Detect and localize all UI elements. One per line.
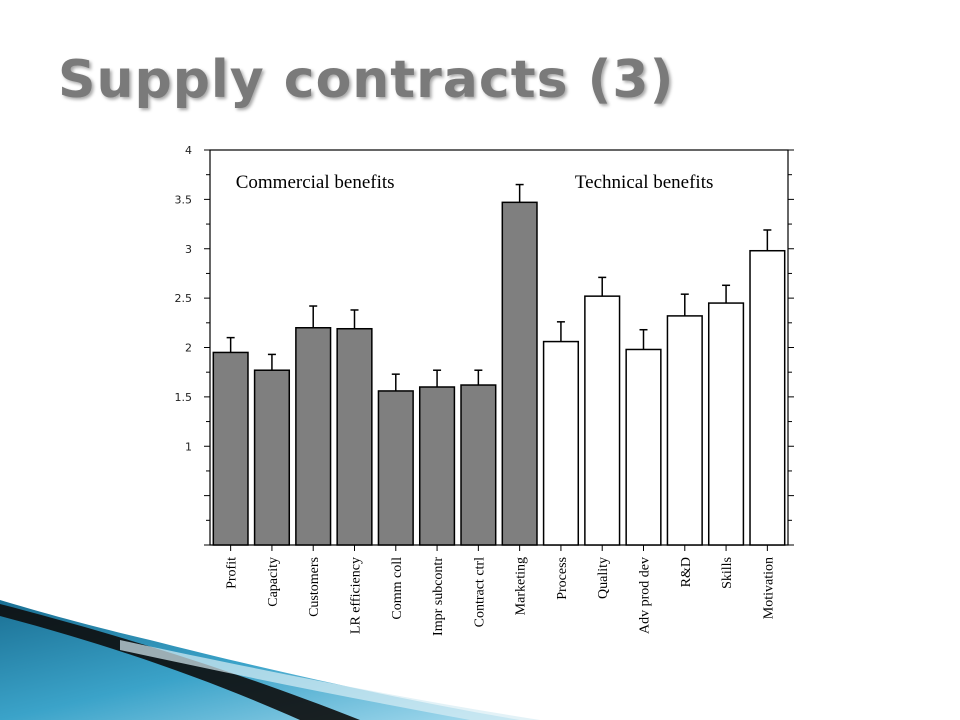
category-label: LR efficiency bbox=[349, 557, 364, 634]
bar-motivation bbox=[749, 249, 786, 546]
category-label: Contract ctrl bbox=[472, 557, 487, 627]
y-tick-label: 1.5 bbox=[175, 391, 193, 404]
bar-contract-ctrl bbox=[460, 384, 497, 546]
bar-r-d bbox=[666, 315, 703, 546]
bar-lr-efficiency bbox=[336, 327, 373, 546]
group-label: Commercial benefits bbox=[236, 172, 395, 193]
y-tick-label: 2.5 bbox=[175, 292, 193, 305]
category-label: Customers bbox=[307, 557, 322, 617]
category-label: R&D bbox=[679, 557, 694, 587]
y-tick-label: 4 bbox=[185, 144, 192, 157]
category-label: Impr subcontr bbox=[431, 557, 446, 636]
bar-adv-prod-dev bbox=[625, 348, 662, 546]
category-label: Motivation bbox=[761, 557, 776, 619]
bar-marketing bbox=[501, 201, 538, 546]
bar-skills bbox=[707, 302, 745, 546]
y-tick-label: 3.5 bbox=[175, 193, 193, 206]
category-label: Adv prod dev bbox=[638, 557, 653, 634]
category-label: Quality bbox=[596, 557, 611, 599]
bar-process bbox=[542, 340, 580, 546]
bar-capacity bbox=[253, 369, 291, 546]
group-label: Technical benefits bbox=[575, 172, 713, 193]
category-label: Capacity bbox=[266, 557, 281, 607]
slide-title: Supply contracts (3) bbox=[58, 50, 675, 110]
y-tick-label: 3 bbox=[185, 243, 192, 256]
category-label: Profit bbox=[225, 557, 240, 589]
y-tick-label: 1 bbox=[185, 440, 192, 453]
bar-customers bbox=[295, 327, 332, 546]
bar-impr-subcontr bbox=[418, 386, 456, 546]
bar-comm-coll bbox=[377, 390, 414, 546]
bar-quality bbox=[584, 295, 621, 546]
bar-profit bbox=[212, 351, 249, 546]
y-tick-label: 2 bbox=[185, 342, 192, 355]
category-label: Process bbox=[555, 557, 570, 600]
corner-swoosh bbox=[0, 600, 520, 720]
category-label: Comm coll bbox=[390, 557, 405, 620]
category-label: Marketing bbox=[514, 557, 529, 615]
category-label: Skills bbox=[720, 557, 735, 589]
